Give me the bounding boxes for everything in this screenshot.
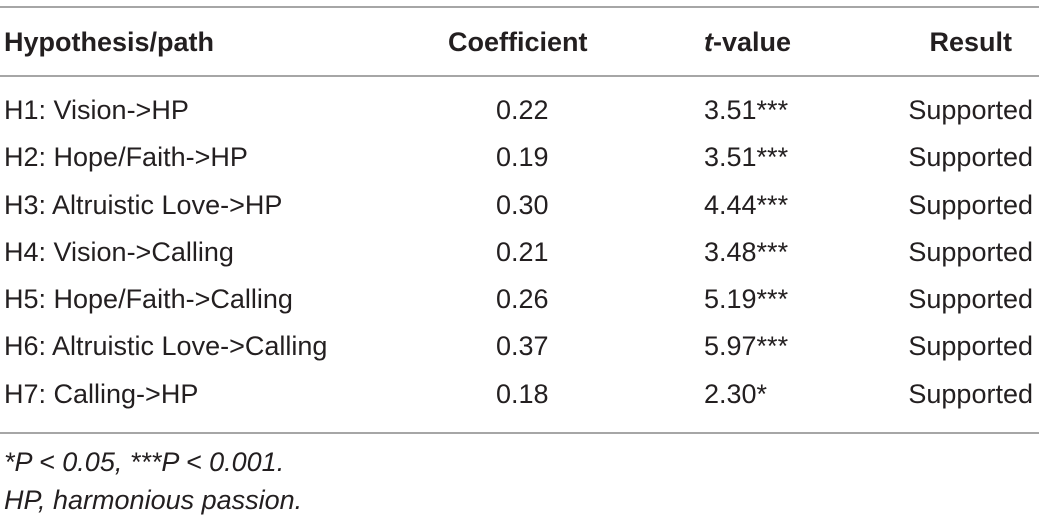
table-header-rule [0, 75, 1039, 77]
cell-path: H2: Hope/Faith->HP [4, 142, 248, 173]
footnote-significance: *P < 0.05, ***P < 0.001. [4, 447, 285, 477]
table-row: H5: Hope/Faith->Calling 0.26 5.19*** Sup… [0, 276, 1039, 323]
cell-result: Supported [908, 284, 1033, 315]
cell-coefficient: 0.21 [496, 236, 549, 267]
cell-path: H6: Altruistic Love->Calling [4, 331, 328, 362]
cell-coefficient: 0.30 [496, 189, 549, 220]
cell-coefficient: 0.26 [496, 284, 549, 315]
table-row: H3: Altruistic Love->HP 0.30 4.44*** Sup… [0, 182, 1039, 229]
cell-result: Supported [908, 236, 1033, 267]
header-result: Result [929, 27, 1012, 57]
cell-t-value: 5.19*** [704, 284, 789, 315]
cell-result: Supported [908, 189, 1033, 220]
header-hypothesis-path: Hypothesis/path [4, 27, 215, 57]
cell-path: H1: Vision->HP [4, 95, 189, 125]
cell-t-value: 3.48*** [704, 236, 789, 267]
cell-t-value: 3.51*** [704, 142, 789, 173]
table-row: H6: Altruistic Love->Calling 0.37 5.97**… [0, 323, 1039, 370]
header-t-suffix: -value [713, 27, 792, 57]
cell-result: Supported [908, 95, 1033, 125]
table-bottom-rule [0, 432, 1039, 434]
header-t-italic: t [704, 27, 713, 57]
cell-t-value: 4.44*** [704, 189, 789, 220]
cell-coefficient: 0.22 [496, 95, 549, 125]
cell-path: H4: Vision->Calling [4, 236, 234, 267]
cell-result: Supported [908, 142, 1033, 173]
table-body: H1: Vision->HP 0.22 3.51*** Supported H2… [0, 87, 1039, 418]
cell-result: Supported [908, 331, 1033, 362]
cell-path: H3: Altruistic Love->HP [4, 189, 283, 220]
cell-t-value: 3.51*** [704, 95, 789, 125]
footnote-abbreviation: HP, harmonious passion. [4, 485, 303, 515]
table-top-rule [0, 6, 1039, 8]
table-footnotes: *P < 0.05, ***P < 0.001. HP, harmonious … [4, 443, 302, 519]
cell-t-value: 2.30* [704, 378, 768, 409]
table-row: H7: Calling->HP 0.18 2.30* Supported [0, 371, 1039, 418]
cell-coefficient: 0.19 [496, 142, 549, 173]
cell-path: H5: Hope/Faith->Calling [4, 284, 293, 315]
cell-coefficient: 0.18 [496, 378, 549, 409]
header-t-value: t-value [704, 22, 791, 62]
cell-result: Supported [908, 378, 1033, 409]
table-row: H2: Hope/Faith->HP 0.19 3.51*** Supporte… [0, 134, 1039, 181]
header-coefficient: Coefficient [448, 27, 588, 57]
cell-path: H7: Calling->HP [4, 378, 199, 409]
cell-t-value: 5.97*** [704, 331, 789, 362]
table-row: H4: Vision->Calling 0.21 3.48*** Support… [0, 229, 1039, 276]
cell-coefficient: 0.37 [496, 331, 549, 362]
table-row: H1: Vision->HP 0.22 3.51*** Supported [0, 87, 1039, 134]
